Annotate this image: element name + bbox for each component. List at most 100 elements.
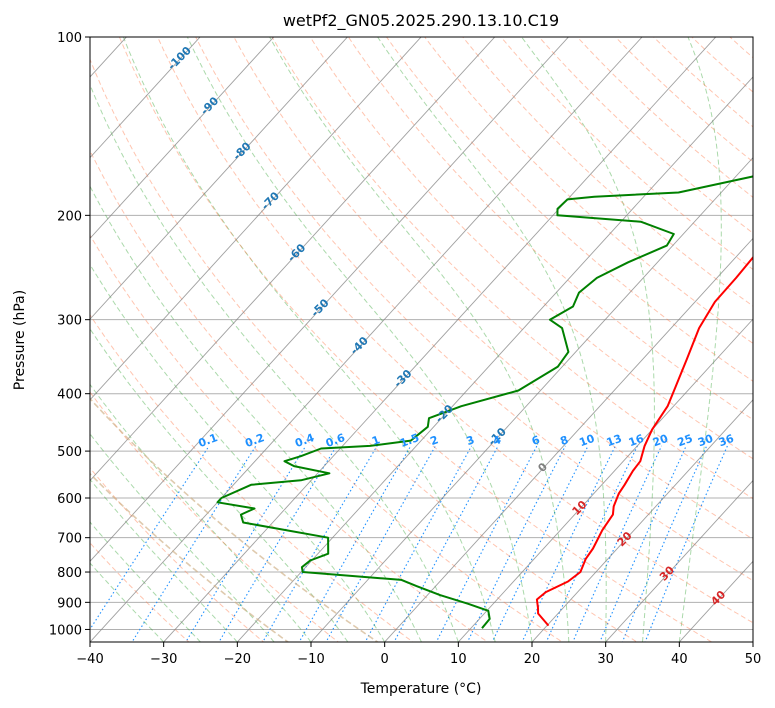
mixing-ratio-line: [491, 445, 589, 642]
isotherm-line: [605, 479, 753, 642]
moist-adiabat: [90, 478, 238, 642]
freezing-curve: [90, 397, 380, 642]
isotherms: [90, 37, 753, 642]
freezing-level-curves: [90, 397, 380, 642]
moist-adiabats: [90, 37, 722, 642]
y-tick-label: 800: [57, 566, 82, 581]
mixing-ratio-line: [262, 445, 378, 642]
mixing-ratio-line: [218, 445, 338, 642]
mixing-ratio-label: 16: [627, 432, 646, 450]
moist-adiabat: [90, 433, 275, 642]
mixing-ratio-line: [364, 445, 473, 642]
mixing-ratio-line: [644, 445, 728, 642]
dry-adiabat: [90, 149, 564, 642]
y-tick-label: 600: [57, 492, 82, 507]
isotherm-line: [90, 37, 496, 482]
mixing-ratio-label: 1: [370, 433, 382, 448]
isotherm-line: [236, 76, 753, 642]
isotherm-line: [90, 37, 570, 562]
dry-adiabat: [157, 37, 753, 624]
y-tick-label: 900: [57, 596, 82, 611]
moist-adiabat: [90, 562, 165, 642]
axes: −40 −30 −20 −10 0 10 20 30 40 5010020030040050060…: [49, 31, 761, 667]
dry-adiabat: [90, 234, 489, 642]
mixing-ratio-label: 2: [428, 433, 440, 448]
isotherm-line: [310, 156, 753, 642]
x-tick-label: 0: [381, 652, 389, 667]
moist-adiabat: [122, 37, 496, 642]
x-tick-label: −10: [297, 652, 324, 667]
isotherm-line: [90, 37, 275, 240]
mixing-ratio-label: 0.6: [324, 431, 347, 450]
y-tick-label: 100: [57, 31, 82, 46]
isotherm-line: [163, 37, 717, 642]
isotherm-line: [90, 37, 643, 642]
mixing-ratio-line: [393, 445, 499, 642]
moist-adiabat: [186, 37, 533, 642]
dry-adiabat: [90, 391, 340, 642]
mixing-ratio-label: 3: [465, 433, 477, 448]
y-tick-label: 700: [57, 532, 82, 547]
isotherm-line: [90, 37, 349, 320]
temperature-line: [535, 255, 753, 627]
x-tick-label: 20: [524, 652, 541, 667]
x-tick-label: −40: [76, 652, 103, 667]
isotherm-line: [457, 318, 753, 642]
mixing-ratio-label: 8: [558, 433, 570, 448]
mixing-ratio-label: 20: [651, 432, 670, 450]
dry-adiabat: [233, 37, 753, 540]
mixing-ratio-label: 4: [491, 433, 503, 448]
mixing-ratio-label: 30: [696, 432, 715, 450]
moist-adiabat: [377, 37, 607, 642]
moist-adiabat: [90, 521, 201, 642]
x-tick-label: 30: [597, 652, 614, 667]
moist-adiabat: [678, 37, 722, 642]
moist-adiabat: [90, 83, 459, 642]
x-tick-label: 40: [671, 652, 688, 667]
dry-adiabat: [90, 58, 638, 642]
isotherm-line: [384, 237, 753, 642]
mixing-ratio-line: [298, 445, 412, 642]
y-tick-label: 200: [57, 209, 82, 224]
moist-adiabat: [90, 327, 349, 642]
mixing-ratio-label: 10: [577, 432, 596, 450]
mixing-ratio-label: 25: [676, 432, 695, 449]
mixing-ratio-line: [435, 445, 538, 642]
y-tick-label: 400: [57, 388, 82, 403]
isotherm-line: [90, 37, 422, 401]
dry-adiabat: [90, 313, 414, 642]
mixing-ratio-label: 36: [717, 432, 736, 450]
moist-adiabat: [90, 263, 386, 642]
x-tick-label: −20: [224, 652, 251, 667]
moist-adiabat: [269, 37, 570, 642]
mixing-ratio-line: [521, 445, 616, 642]
dewpoint-line: [216, 175, 753, 629]
dry-adiabat: [424, 37, 753, 344]
freezing-curve: [90, 472, 290, 642]
x-tick-label: 10: [450, 652, 467, 667]
mixing-ratio-line: [621, 445, 708, 642]
mixing-ratio-label: 0.4: [293, 431, 316, 450]
mixing-ratio-label: 6: [530, 433, 542, 448]
mixing-ratio-line: [325, 445, 436, 642]
x-axis-title: Temperature (°C): [360, 681, 482, 697]
y-tick-label: 500: [57, 445, 82, 460]
y-axis-title: Pressure (hPa): [12, 290, 28, 390]
mixing-ratio-label: 0.1: [197, 431, 220, 450]
dry-adiabat: [195, 37, 753, 582]
mixing-ratio-label: 13: [605, 432, 624, 449]
isotherm-line: [90, 37, 201, 159]
dry-adiabat: [271, 37, 753, 500]
dry-adiabat: [118, 37, 713, 642]
dry-adiabat: [385, 37, 753, 382]
mixing-ratio-line: [466, 445, 566, 642]
y-tick-label: 1000: [49, 623, 82, 638]
mixing-ratio-label: 1.5: [398, 431, 421, 450]
x-tick-label: 50: [745, 652, 762, 667]
moist-adiabat: [90, 185, 422, 642]
plot-background: [90, 37, 753, 642]
sounding-series: [216, 175, 753, 629]
isotherm-line: [531, 399, 753, 642]
moist-adiabat: [521, 37, 655, 642]
